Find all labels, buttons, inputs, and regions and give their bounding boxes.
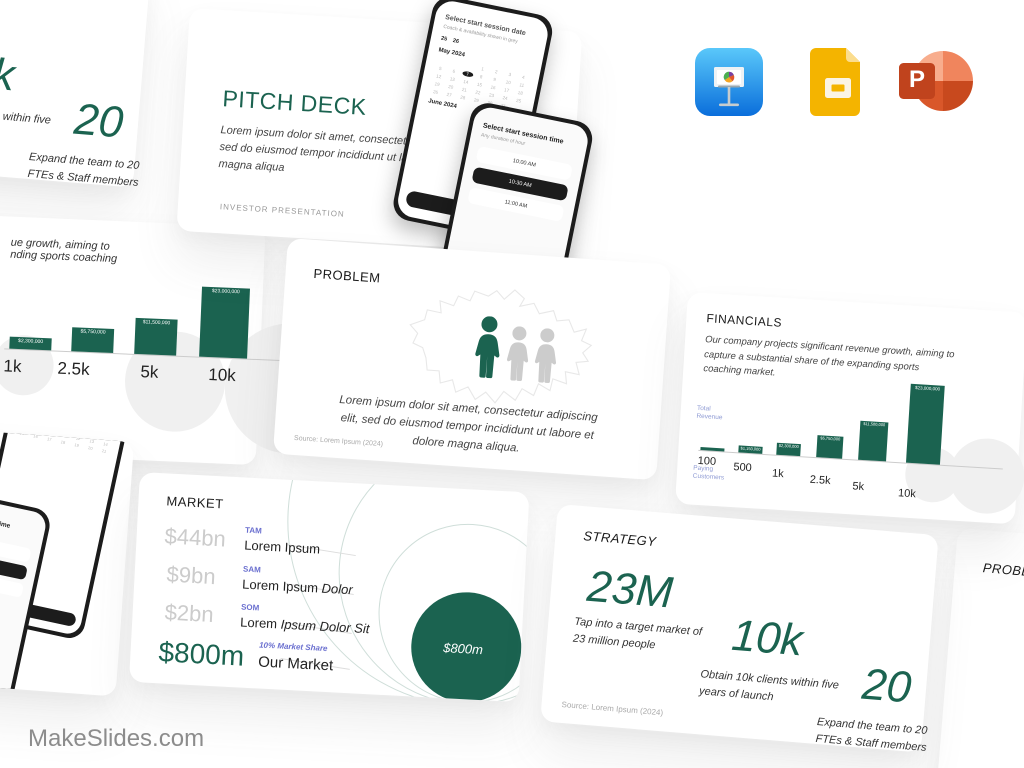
svg-text:P: P bbox=[909, 66, 925, 93]
